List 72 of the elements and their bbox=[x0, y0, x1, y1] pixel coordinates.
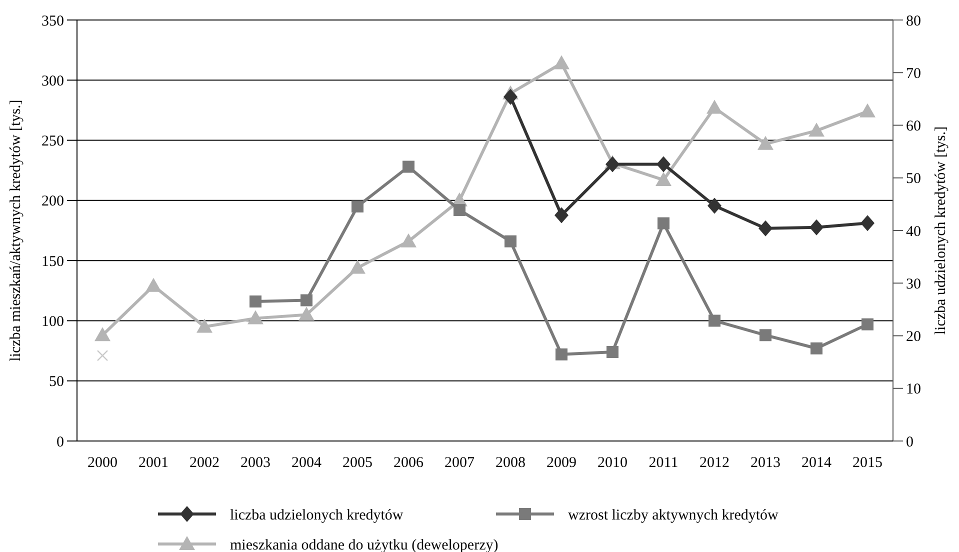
point bbox=[248, 310, 264, 324]
point bbox=[656, 156, 670, 172]
y2-tick-label: 80 bbox=[906, 13, 921, 30]
x-tick-label: 2000 bbox=[88, 455, 118, 471]
point bbox=[556, 348, 568, 360]
x-tick-label: 2012 bbox=[700, 455, 730, 471]
point bbox=[300, 294, 312, 306]
point bbox=[504, 235, 516, 248]
point bbox=[504, 88, 518, 105]
y-tick-label: 100 bbox=[42, 314, 64, 330]
x-tick-label: 2013 bbox=[750, 455, 780, 471]
point bbox=[94, 327, 110, 342]
y-tick-label: 150 bbox=[42, 254, 64, 270]
point bbox=[758, 136, 774, 150]
point bbox=[808, 122, 824, 137]
x-tick-label: 2007 bbox=[444, 455, 475, 471]
x-tick-label: 2014 bbox=[802, 455, 832, 471]
legend-label: liczba udzielonych kredytów bbox=[230, 507, 404, 524]
point bbox=[810, 342, 822, 354]
x-tick-label: 2004 bbox=[292, 455, 322, 471]
y-tick-label: 350 bbox=[42, 13, 64, 30]
point bbox=[708, 198, 722, 214]
point bbox=[656, 172, 672, 186]
point bbox=[862, 318, 874, 330]
y2-tick-label: 20 bbox=[906, 329, 921, 345]
point bbox=[860, 215, 874, 232]
point bbox=[810, 219, 824, 236]
point bbox=[196, 318, 212, 333]
point bbox=[708, 314, 720, 327]
y-tick-label: 250 bbox=[42, 134, 64, 150]
y-tick-label: 0 bbox=[56, 434, 64, 450]
point bbox=[760, 329, 772, 342]
y2-tick-label: 40 bbox=[906, 224, 921, 240]
y-axis-title: liczba mieszkań/aktywnych kredytów [tys.] bbox=[8, 100, 24, 362]
x-tick-label: 2009 bbox=[546, 455, 576, 471]
y-tick-label: 300 bbox=[42, 73, 64, 90]
x-tick-label: 2003 bbox=[240, 455, 270, 471]
y-tick-label: 50 bbox=[49, 374, 64, 390]
point bbox=[758, 220, 772, 236]
y2-tick-label: 10 bbox=[906, 382, 921, 398]
legend-label: wzrost liczby aktywnych kredytów bbox=[568, 507, 779, 524]
y-tick-label: 200 bbox=[42, 194, 64, 210]
point bbox=[402, 160, 414, 173]
x-tick-label: 2002 bbox=[190, 455, 220, 471]
y2-tick-label: 70 bbox=[906, 66, 921, 82]
y2-tick-label: 0 bbox=[906, 434, 914, 450]
point bbox=[658, 217, 670, 230]
x-tick-label: 2006 bbox=[394, 455, 424, 471]
point bbox=[350, 260, 366, 274]
point bbox=[706, 100, 722, 114]
point bbox=[250, 295, 262, 308]
x-tick-label: 2001 bbox=[138, 455, 168, 471]
y2-tick-label: 50 bbox=[906, 171, 921, 188]
point bbox=[554, 55, 570, 70]
point bbox=[146, 278, 162, 292]
point bbox=[298, 306, 314, 321]
point bbox=[96, 350, 108, 362]
y2-tick-label: 60 bbox=[906, 118, 921, 134]
x-tick-label: 2005 bbox=[342, 455, 372, 471]
x-tick-label: 2015 bbox=[852, 455, 882, 471]
x-tick-label: 2008 bbox=[496, 455, 526, 471]
point bbox=[554, 207, 568, 224]
point bbox=[400, 233, 416, 248]
y2-tick-label: 30 bbox=[906, 276, 921, 292]
point bbox=[454, 204, 466, 216]
x-tick-label: 2011 bbox=[648, 455, 678, 471]
point bbox=[860, 103, 876, 118]
point bbox=[606, 156, 620, 172]
y2-axis-title: liczba udzielonych kredytów [tys.] bbox=[933, 126, 949, 335]
point bbox=[606, 346, 618, 358]
x-tick-label: 2010 bbox=[598, 455, 628, 471]
point bbox=[352, 200, 364, 212]
